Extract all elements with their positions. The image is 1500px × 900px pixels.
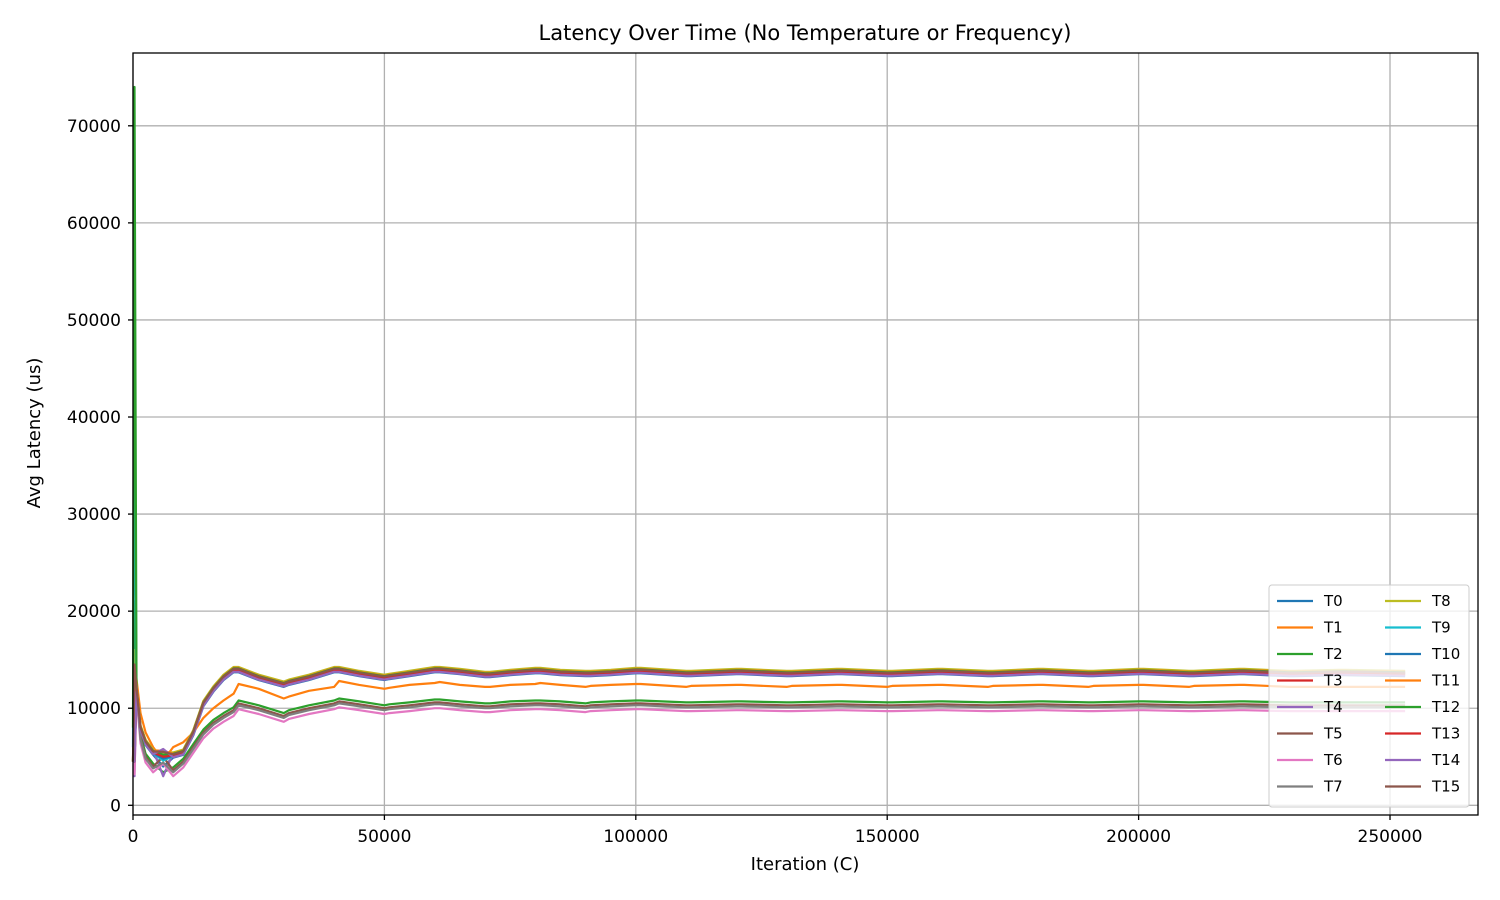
x-tick-label: 150000	[855, 827, 920, 847]
y-tick-label: 20000	[67, 602, 121, 622]
series-line-t7	[133, 689, 1406, 774]
plot-frame	[132, 52, 1479, 816]
y-tick-label: 50000	[67, 311, 121, 331]
series-line-t3	[133, 668, 1406, 763]
series-layer	[131, 85, 1406, 778]
x-tick-label: 200000	[1106, 827, 1171, 847]
series-line-t2	[131, 600, 1406, 774]
y-tick-label: 30000	[67, 505, 121, 525]
legend-label-t12: T12	[1431, 698, 1460, 716]
x-tick-label: 250000	[1358, 827, 1423, 847]
legend-label-t7: T7	[1323, 778, 1343, 796]
series-line-t14	[133, 670, 1406, 763]
legend-label-t11: T11	[1431, 672, 1460, 690]
grid	[132, 53, 1478, 815]
series-line-t4	[133, 666, 1406, 778]
series-line-t15	[131, 663, 1406, 762]
legend-label-t0: T0	[1323, 592, 1343, 610]
y-tick-label: 40000	[67, 408, 121, 428]
x-tick-label: 0	[128, 827, 139, 847]
y-tick-label: 60000	[67, 214, 121, 234]
y-tick-label: 70000	[67, 117, 121, 137]
series-line-t13	[133, 668, 1406, 763]
y-tick-label: 0	[110, 796, 121, 816]
x-axis-label: Iteration (C)	[751, 854, 860, 875]
series-line-t5	[131, 668, 1406, 772]
legend-label-t8: T8	[1431, 592, 1451, 610]
legend-label-t5: T5	[1323, 725, 1343, 743]
legend-label-t4: T4	[1323, 698, 1343, 716]
chart-title: Latency Over Time (No Temperature or Fre…	[539, 21, 1072, 45]
legend-label-t2: T2	[1323, 645, 1343, 663]
series-line-t6	[133, 693, 1406, 778]
legend-label-t15: T15	[1431, 778, 1460, 796]
legend-box	[1268, 584, 1470, 808]
legend-label-t3: T3	[1323, 672, 1343, 690]
x-tick-label: 50000	[357, 827, 411, 847]
x-axis-ticks: 0 50000 100000 150000 200000 250000	[128, 815, 1423, 847]
series-line-t1	[131, 653, 1406, 762]
series-line-t11	[133, 666, 1406, 763]
legend-label-t13: T13	[1431, 725, 1460, 743]
series-line-t12	[131, 85, 1406, 756]
y-axis-label: Avg Latency (us)	[24, 358, 45, 509]
series-line-t10	[133, 669, 1406, 763]
legend-label-t1: T1	[1323, 619, 1343, 637]
legend-label-t10: T10	[1431, 645, 1460, 663]
legend-label-t14: T14	[1431, 751, 1460, 769]
legend: T0 T1 T2 T3 T4 T5 T6 T7 T8 T9 T10 T11 T12 T13 T14 T15	[1268, 584, 1470, 808]
y-axis-ticks: 0 10000 20000 30000 40000 50000 60000 70000	[67, 117, 133, 816]
legend-label-t9: T9	[1431, 619, 1451, 637]
legend-label-t6: T6	[1323, 751, 1343, 769]
x-tick-label: 100000	[603, 827, 668, 847]
y-tick-label: 10000	[67, 699, 121, 719]
